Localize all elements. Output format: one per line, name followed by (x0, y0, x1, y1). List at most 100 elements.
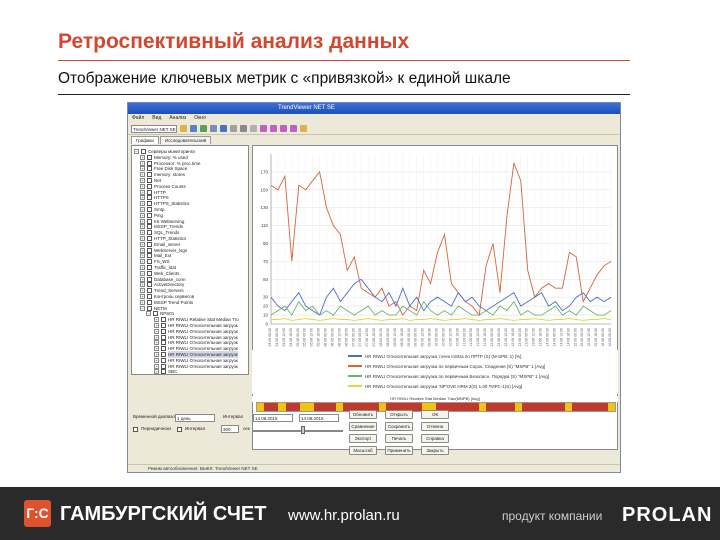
tree-item[interactable]: + HTTP_Statistics (140, 235, 186, 242)
tree-checkbox[interactable] (147, 166, 152, 172)
series-line-2[interactable] (270, 300, 612, 316)
tree-checkbox[interactable] (161, 369, 166, 374)
tree-item[interactable]: + Traffic_stat (140, 264, 176, 271)
expand-icon[interactable]: + (154, 357, 159, 363)
collapse-icon[interactable]: − (140, 305, 145, 311)
tree-checkbox[interactable] (147, 178, 152, 183)
tree-checkbox[interactable] (161, 363, 166, 369)
tree-item[interactable]: + Контроль сервисов (140, 293, 194, 300)
expand-icon[interactable]: + (140, 160, 145, 166)
tree-checkbox[interactable] (147, 294, 152, 299)
interval-select[interactable]: 1 день (175, 414, 215, 422)
source-combo[interactable]: TrendViewer NET SE (131, 124, 177, 133)
expand-icon[interactable]: + (140, 253, 145, 259)
export-button[interactable]: Экспорт (349, 434, 377, 443)
tree-checkbox[interactable] (147, 207, 152, 212)
tree-item[interactable]: + Ping (140, 212, 163, 219)
collapse-icon[interactable]: − (146, 311, 151, 317)
tree-checkbox[interactable] (161, 317, 166, 323)
window-titlebar[interactable]: TrendViewer NET SE (128, 103, 620, 114)
tree-checkbox[interactable] (147, 265, 152, 270)
tree-checkbox[interactable] (147, 230, 152, 236)
tree-item[interactable]: + MSSP Trend Points (140, 299, 193, 306)
tab-research[interactable]: Исследовательский (159, 136, 212, 144)
tree-item[interactable]: + Memory: % used (140, 154, 188, 161)
expand-icon[interactable]: + (154, 323, 159, 328)
expand-icon[interactable]: + (140, 288, 145, 294)
tree-item[interactable]: + Processor: % proc.time (140, 160, 201, 167)
expand-icon[interactable]: + (140, 195, 145, 201)
tree-item[interactable]: + IIS Webserving (140, 218, 184, 225)
menu-window[interactable]: Окно (194, 115, 206, 121)
expand-icon[interactable]: + (140, 212, 145, 218)
series-line-0[interactable] (270, 162, 612, 317)
tree-item[interactable]: + Trend_Servers (140, 287, 184, 294)
menu-analysis[interactable]: Анализ (169, 115, 187, 121)
expand-icon[interactable]: + (140, 270, 145, 276)
tree-item[interactable]: + HTTPS_Statistics (140, 200, 189, 207)
to-date-field[interactable]: 14.06.2015 (299, 414, 339, 422)
tree-item[interactable]: + HR RIWLI Относительная загрузк (154, 339, 238, 346)
expand-icon[interactable]: + (140, 247, 145, 253)
tree-item[interactable]: + WebServer_logs (140, 247, 187, 254)
tree-item[interactable]: + Web_Clients (140, 270, 179, 277)
tree-item[interactable]: + SBC (154, 368, 177, 375)
time-slider-track[interactable] (253, 430, 343, 432)
tree-checkbox[interactable] (147, 183, 152, 189)
tree-checkbox[interactable] (147, 270, 152, 276)
expand-icon[interactable]: + (154, 363, 159, 369)
apply-button[interactable]: Применить (385, 446, 413, 455)
tree-item[interactable]: + HR RIWLI Относительная загрузк (154, 345, 238, 352)
expand-icon[interactable]: + (140, 236, 145, 241)
save-icon[interactable] (190, 125, 197, 132)
expand-icon[interactable]: + (140, 154, 145, 160)
tree-checkbox[interactable] (161, 346, 166, 352)
tree-checkbox[interactable] (161, 340, 166, 346)
tree-checkbox[interactable] (147, 218, 152, 224)
tree-item[interactable]: + FS_WS (140, 258, 170, 265)
tree-checkbox[interactable] (147, 253, 152, 259)
tree-checkbox[interactable] (161, 352, 166, 357)
tree-checkbox[interactable] (147, 224, 152, 230)
expand-icon[interactable]: + (154, 369, 159, 375)
expand-icon[interactable]: + (140, 294, 145, 299)
tree-checkbox[interactable] (147, 259, 152, 265)
tree-item[interactable]: + Free Disk Space (140, 165, 187, 172)
refresh-icon[interactable] (200, 125, 207, 132)
tree-item[interactable]: + HTTPS (140, 194, 169, 201)
line-tool-3-icon[interactable] (280, 125, 287, 132)
tree-item[interactable]: + Email_server (140, 241, 180, 248)
tree-checkbox[interactable] (147, 299, 152, 305)
chart-icon[interactable] (220, 125, 227, 132)
expand-icon[interactable]: + (154, 352, 159, 357)
table-icon[interactable] (230, 125, 237, 132)
tree-item[interactable]: + HR RIWLI Relative Stat Median Tro (154, 316, 239, 323)
expand-icon[interactable]: + (140, 189, 145, 195)
close-button[interactable]: Закрыть (421, 446, 449, 455)
expand-icon[interactable]: + (154, 340, 159, 346)
tree-checkbox[interactable] (147, 189, 152, 195)
time-slider-thumb[interactable] (301, 426, 305, 434)
expand-icon[interactable]: + (140, 259, 145, 265)
tree-checkbox[interactable] (161, 357, 166, 363)
expand-icon[interactable]: + (140, 224, 145, 230)
menu-file[interactable]: Файл (132, 115, 145, 121)
marker-icon[interactable] (290, 125, 297, 132)
tree-checkbox[interactable] (147, 195, 152, 201)
menu-view[interactable]: Вид (152, 115, 162, 121)
series-line-1[interactable] (270, 278, 612, 316)
tree-item[interactable]: + Database_conn (140, 276, 186, 283)
expand-icon[interactable]: + (140, 241, 145, 247)
tree-checkbox[interactable] (147, 201, 152, 207)
from-date-field[interactable]: 14.06.2015 (253, 414, 293, 422)
compare-button[interactable]: Сравнение (349, 422, 377, 431)
expand-icon[interactable]: + (140, 166, 145, 172)
tree-checkbox[interactable] (147, 212, 152, 218)
expand-icon[interactable]: + (154, 328, 159, 334)
tree-item[interactable]: + HR RIWLI Относительная загрузк (154, 363, 238, 370)
expand-icon[interactable]: + (140, 218, 145, 224)
tree-checkbox[interactable] (147, 160, 152, 166)
ok-button[interactable]: ОК (421, 410, 449, 419)
expand-icon[interactable]: + (140, 183, 145, 189)
tree-item[interactable]: + memory: stores (140, 171, 185, 178)
